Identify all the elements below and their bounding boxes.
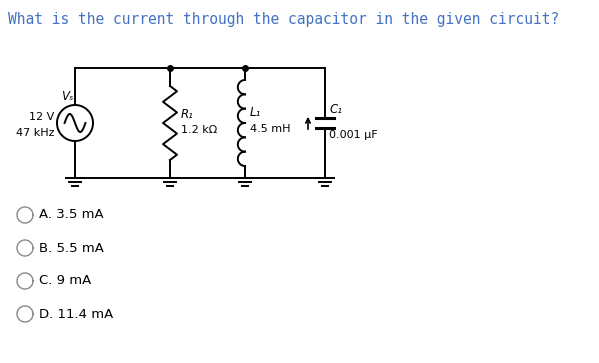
Text: 4.5 mH: 4.5 mH xyxy=(250,124,291,134)
Text: 0.001 μF: 0.001 μF xyxy=(329,130,377,140)
Text: R₁: R₁ xyxy=(181,107,194,121)
Text: A. 3.5 mA: A. 3.5 mA xyxy=(39,208,104,221)
Text: B. 5.5 mA: B. 5.5 mA xyxy=(39,241,104,254)
Text: 47 kHz: 47 kHz xyxy=(16,128,54,138)
Text: Vₛ: Vₛ xyxy=(61,90,73,103)
Text: C₁: C₁ xyxy=(329,103,342,116)
Text: 12 V: 12 V xyxy=(29,112,54,122)
Text: C. 9 mA: C. 9 mA xyxy=(39,274,91,287)
Text: D. 11.4 mA: D. 11.4 mA xyxy=(39,307,113,321)
Text: What is the current through the capacitor in the given circuit?: What is the current through the capacito… xyxy=(8,12,559,27)
Text: L₁: L₁ xyxy=(250,106,261,119)
Text: 1.2 kΩ: 1.2 kΩ xyxy=(181,125,217,135)
